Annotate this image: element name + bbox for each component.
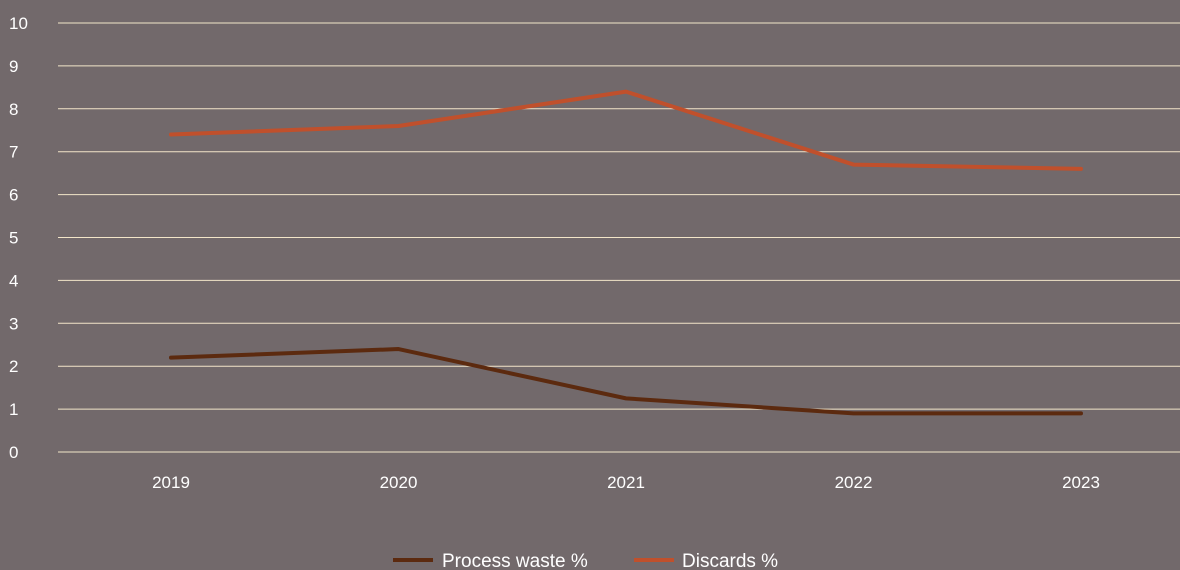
legend-label-1: Process waste % <box>442 551 588 570</box>
y-tick-label: 7 <box>9 143 18 162</box>
y-tick-label: 8 <box>9 100 18 119</box>
series-line-1 <box>169 347 1083 416</box>
legend-label-2: Discards % <box>682 551 778 570</box>
y-tick-label: 0 <box>9 443 18 462</box>
y-tick-label: 6 <box>9 186 18 205</box>
series-line-2 <box>169 89 1083 171</box>
y-tick-label: 1 <box>9 400 18 419</box>
y-tick-label: 9 <box>9 57 18 76</box>
x-tick-label: 2023 <box>1062 473 1100 492</box>
legend: Process waste % Discards % <box>393 551 778 570</box>
y-tick-label: 10 <box>9 14 28 33</box>
y-tick-label: 4 <box>9 271 18 290</box>
x-tick-label: 2020 <box>380 473 418 492</box>
y-tick-label: 2 <box>9 357 18 376</box>
x-axis: 2019 2020 2021 2022 2023 <box>152 473 1100 492</box>
y-tick-label: 5 <box>9 229 18 248</box>
series-lines <box>169 89 1083 416</box>
x-tick-label: 2022 <box>835 473 873 492</box>
x-tick-label: 2019 <box>152 473 190 492</box>
gridlines <box>58 22 1180 453</box>
x-tick-label: 2021 <box>607 473 645 492</box>
y-axis: 0 1 2 3 4 5 6 7 8 9 10 <box>9 14 28 462</box>
y-tick-label: 3 <box>9 314 18 333</box>
